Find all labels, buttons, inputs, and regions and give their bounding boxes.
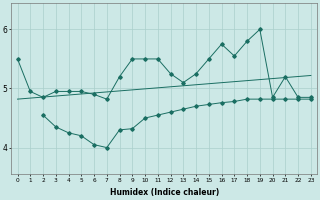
X-axis label: Humidex (Indice chaleur): Humidex (Indice chaleur) [109, 188, 219, 197]
